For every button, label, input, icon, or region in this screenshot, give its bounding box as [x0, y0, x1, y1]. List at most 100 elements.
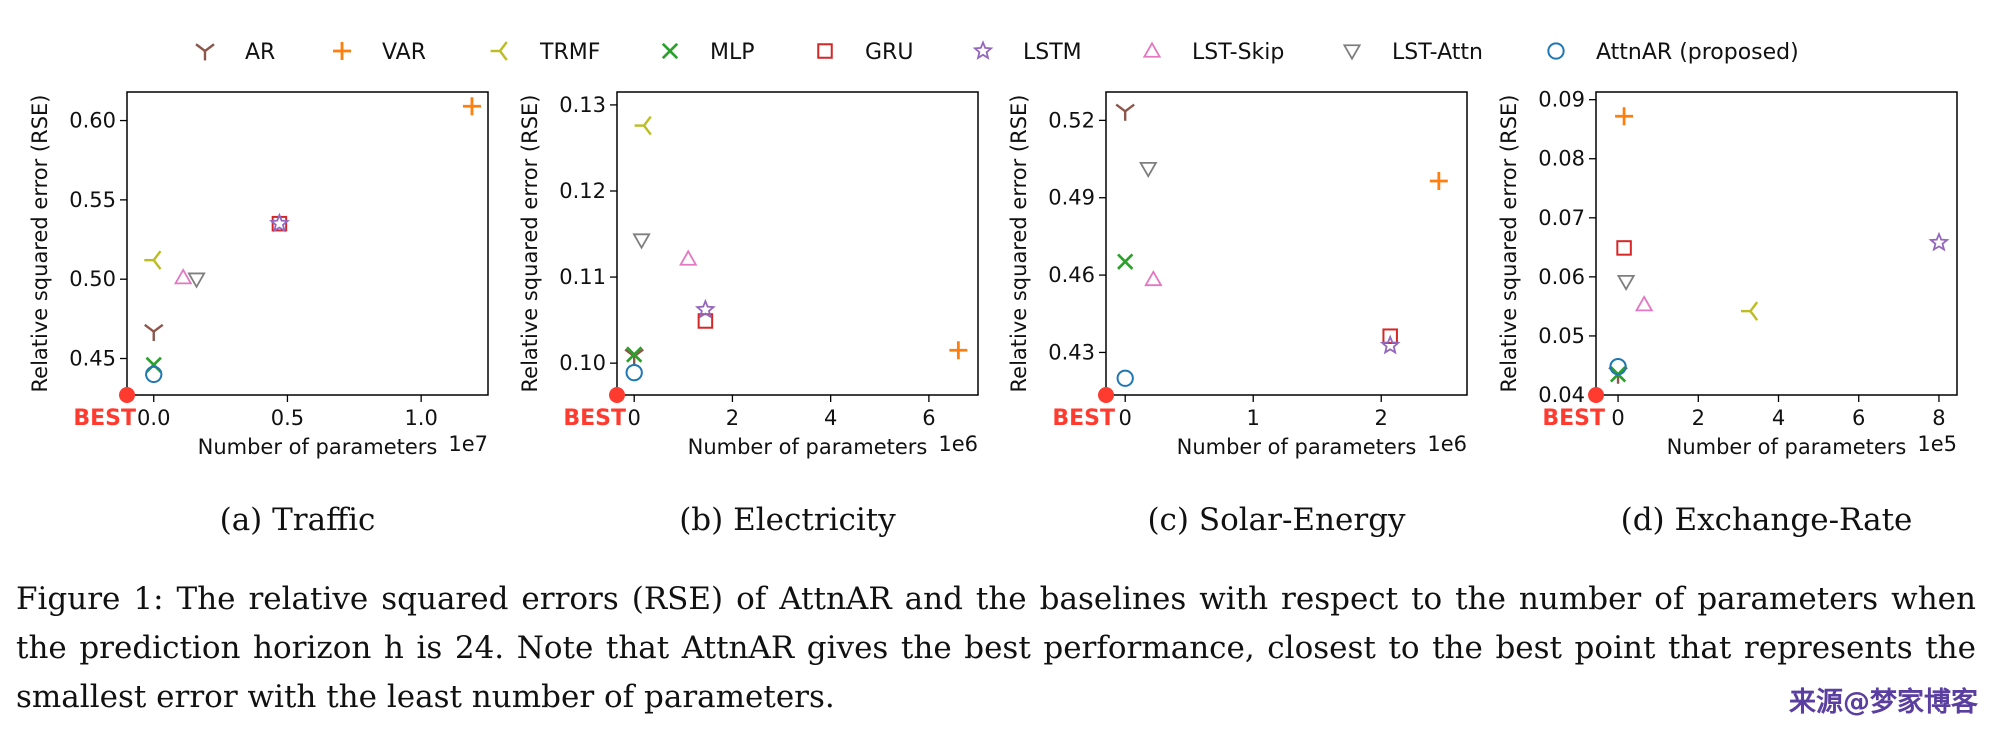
chart-panel: 0.0 0.5 1.0 0.45 0.50 0.55 0.60 Number of param… [28, 91, 489, 538]
legend-marker [972, 40, 994, 60]
data-point [626, 346, 643, 363]
y-tick-label: 0.09 [1538, 88, 1585, 112]
chart-panel: 0 2 4 6 8 0.04 0.05 0.06 0.07 0.08 0.09 Number of p… [1497, 88, 1958, 538]
data-point [624, 348, 644, 366]
x-tick-label: 0.5 [271, 406, 304, 430]
data-point [625, 363, 643, 382]
y-tick-label: 0.50 [69, 267, 116, 291]
data-point [269, 212, 290, 233]
best-point [609, 387, 625, 403]
x-axis-multiplier: 1e6 [1427, 432, 1467, 456]
data-point [1115, 103, 1135, 121]
marker-star [1379, 334, 1401, 355]
panel-caption: (b) Electricity [679, 502, 896, 538]
marker-plus [1429, 171, 1448, 190]
legend-entry: GRU [817, 40, 913, 65]
marker-triangle-down [187, 272, 206, 289]
x-tick-label: 1.0 [404, 406, 437, 430]
x-tick-label: 0 [628, 406, 641, 430]
data-point [1116, 369, 1134, 387]
marker-triangle-down [632, 233, 651, 250]
data-point [173, 268, 193, 285]
best-label: BEST [1542, 406, 1605, 431]
data-point [1429, 171, 1448, 190]
plot-frame [126, 91, 489, 396]
figure: AR VAR TRMF MLP GRU LSTM LST-Skip LST-Attn AttnA… [28, 40, 1958, 538]
panel-caption: (d) Exchange-Rate [1621, 502, 1913, 538]
x-axis-label: Number of parameters [1667, 435, 1907, 459]
data-point [1117, 253, 1134, 270]
y-tick-label: 0.10 [559, 351, 606, 375]
marker-circle [1116, 369, 1134, 387]
legend-label: TRMF [539, 40, 600, 65]
marker-square [1616, 240, 1632, 256]
caption-text: The relative squared errors (RSE) of Att… [16, 581, 1976, 715]
legend-entry: LST-Skip [1142, 40, 1284, 65]
marker-x [626, 346, 643, 363]
legend-entry: VAR [333, 40, 426, 65]
data-point [1382, 328, 1398, 344]
data-point [462, 97, 481, 116]
marker-square [1382, 328, 1398, 344]
data-point [1616, 240, 1632, 256]
marker-triangle-up [1144, 270, 1163, 287]
y-tick-label: 0.06 [1538, 265, 1585, 289]
marker-tri-y [1115, 103, 1135, 121]
data-point [1616, 274, 1636, 292]
y-tick-label: 0.13 [559, 93, 606, 117]
legend-label: VAR [382, 40, 426, 65]
marker-triangle-down [1139, 161, 1158, 179]
legend: AR VAR TRMF MLP GRU LSTM LST-Skip LST-Attn AttnA… [195, 40, 1799, 65]
chart-panels: 0.0 0.5 1.0 0.45 0.50 0.55 0.60 Number of param… [28, 88, 1958, 538]
x-axis-label: Number of parameters [198, 435, 438, 459]
y-tick-label: 0.04 [1538, 383, 1585, 407]
y-axis-label: Relative squared error (RSE) [1497, 95, 1521, 393]
legend-label: LST-Attn [1392, 40, 1483, 65]
data-point [187, 272, 206, 289]
data-point [679, 249, 698, 266]
legend-entry: LST-Attn [1342, 40, 1483, 65]
plot-frame [616, 91, 979, 396]
marker-triangle-up [1634, 295, 1654, 312]
x-axis-label: Number of parameters [688, 435, 928, 459]
y-tick-label: 0.12 [559, 179, 606, 203]
best-point [1588, 387, 1604, 403]
legend-label: MLP [710, 40, 755, 65]
best-label: BEST [1052, 406, 1115, 431]
caption-label: Figure 1: [16, 581, 164, 617]
legend-marker [661, 42, 679, 60]
marker-triangle-up [679, 249, 698, 266]
data-point [145, 365, 163, 384]
x-tick-label: 2 [1375, 406, 1388, 430]
y-axis-label: Relative squared error (RSE) [28, 95, 52, 393]
data-point [1928, 231, 1950, 252]
figure-caption: Figure 1: The relative squared errors (R… [16, 575, 1976, 722]
legend-marker [1342, 44, 1362, 61]
data-point [632, 233, 651, 250]
legend-marker [817, 43, 833, 59]
data-point [1615, 107, 1634, 126]
best-point [119, 387, 135, 403]
x-axis-multiplier: 1e7 [448, 432, 488, 456]
marker-tri-left [1740, 301, 1759, 321]
best-label: BEST [563, 406, 626, 431]
watermark: 来源@梦家博客 [1789, 687, 1978, 718]
marker-circle [625, 363, 643, 382]
x-axis-label: Number of parameters [1177, 435, 1417, 459]
x-tick-label: 0 [1119, 406, 1132, 430]
legend-label: AttnAR (proposed) [1596, 40, 1799, 65]
y-tick-label: 0.07 [1538, 206, 1585, 230]
legend-marker [333, 42, 351, 60]
y-axis-label: Relative squared error (RSE) [1007, 95, 1031, 393]
y-tick-label: 0.43 [1048, 340, 1095, 364]
data-point [144, 323, 164, 341]
y-tick-label: 0.52 [1048, 108, 1095, 132]
x-tick-label: 1 [1247, 406, 1260, 430]
plot-frame [1595, 91, 1958, 396]
x-tick-label: 6 [1852, 406, 1865, 430]
y-tick-label: 0.11 [559, 265, 606, 289]
marker-tri-left [144, 250, 162, 270]
panel-caption: (a) Traffic [220, 502, 376, 538]
best-point [1098, 387, 1114, 403]
legend-entry: TRMF [490, 40, 600, 65]
